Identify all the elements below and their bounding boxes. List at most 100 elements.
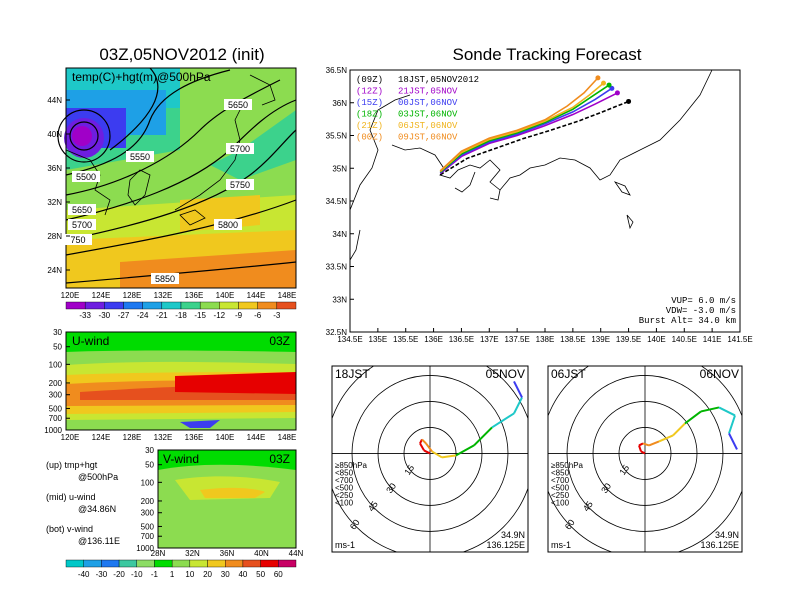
hodograph-ring-label: 30 <box>599 481 613 495</box>
pressure-tick: 500 <box>141 522 155 531</box>
track-lon-tick: 137E <box>480 335 499 344</box>
track-end-point <box>609 85 615 91</box>
hodograph-segment <box>728 432 738 450</box>
track-lon-tick: 135.5E <box>393 335 418 344</box>
hodograph-legend-item: <500 <box>551 484 570 493</box>
hodograph-legend-item: <700 <box>335 476 354 485</box>
track-end-point <box>626 98 632 104</box>
hodograph-ring-label: 60 <box>348 518 362 532</box>
contour-label-bg <box>214 219 242 230</box>
wind-colorbar-swatch <box>189 559 208 568</box>
track-line-15z <box>439 87 613 174</box>
map-lat-tick: 32N <box>47 198 62 207</box>
pressure-tick: 700 <box>49 414 63 423</box>
legend-text: 09JST,06NOV <box>398 133 458 143</box>
hodograph-segment <box>658 434 674 443</box>
hodograph-ring-label: 60 <box>563 518 577 532</box>
track-lon-tick: 140E <box>647 335 666 344</box>
track-lon-tick: 134.5E <box>337 335 362 344</box>
contour-label: 5500 <box>76 172 96 182</box>
v-lat-tick: 32N <box>185 549 200 558</box>
track-line-18z <box>439 84 610 173</box>
map-lon-tick: 120E <box>61 291 80 300</box>
track-line-12z <box>439 92 618 175</box>
u-lon-tick: 128E <box>123 433 142 442</box>
hodograph-segment <box>419 442 425 451</box>
hodograph-time: 18JST <box>335 367 370 381</box>
map-lon-tick: 128E <box>123 291 142 300</box>
temp-colorbar-tick: -15 <box>194 311 206 320</box>
contour-label-bg <box>226 179 254 190</box>
temp-colorbar-swatch <box>276 301 297 310</box>
pressure-tick: 1000 <box>44 426 62 435</box>
param-line: VUP= 6.0 m/s <box>671 296 736 306</box>
temp-colorbar-swatch <box>161 301 182 310</box>
track-lat-tick: 35N <box>332 164 347 173</box>
wind-colorbar-swatch <box>83 559 102 568</box>
legend-text: 18JST,05NOV2012 <box>398 75 479 85</box>
left-title: 03Z,05NOV2012 (init) <box>99 45 264 64</box>
contour-label: 5700 <box>72 220 92 230</box>
hodograph-segment <box>431 450 443 459</box>
hodograph-segment <box>728 415 736 434</box>
pressure-tick: 300 <box>141 509 155 518</box>
right-title: Sonde Tracking Forecast <box>453 45 642 64</box>
temp-colorbar-swatch <box>219 301 239 310</box>
temp-colorbar-tick: -33 <box>79 311 91 320</box>
v-lat-tick: 40N <box>254 549 269 558</box>
temp-colorbar-tick: -30 <box>99 311 111 320</box>
hodograph-lat: 34.9N <box>501 530 525 540</box>
hodograph-ring-label: 30 <box>384 481 398 495</box>
temp-colorbar-tick: -9 <box>235 311 243 320</box>
note-line: (up) tmp+hgt <box>46 460 98 470</box>
wind-colorbar-swatch <box>65 559 84 568</box>
wind-colorbar-swatch <box>278 559 297 568</box>
track-lon-tick: 135E <box>369 335 388 344</box>
track-lon-tick: 137.5E <box>504 335 529 344</box>
hodograph-segment <box>684 410 702 425</box>
temp-colorbar: -33 -30 -27 -24 -21 -18 -15 -12 -9 -6 -3 <box>65 301 297 320</box>
note-sub: @136.11E <box>78 536 120 546</box>
u-lon-tick: 140E <box>216 433 235 442</box>
pressure-tick: 200 <box>141 497 155 506</box>
note-line: (bot) v-wind <box>46 524 93 534</box>
hodograph-segment <box>455 444 475 457</box>
wind-colorbar-swatch <box>225 559 244 568</box>
u-lon-tick: 148E <box>278 433 297 442</box>
legend-tag: (21Z) <box>356 121 383 131</box>
hodograph-legend-item: <850 <box>551 469 570 478</box>
hodograph-segment <box>421 438 427 445</box>
pressure-tick: 200 <box>49 379 63 388</box>
hodograph-legend-item: ≥850hPa <box>551 461 584 470</box>
wind-colorbar-swatch <box>207 559 226 568</box>
temp-colorbar-tick: -21 <box>156 311 168 320</box>
map-label: temp(C)+hgt(m)@500hPa <box>72 70 211 84</box>
wind-colorbar-swatch <box>118 559 137 568</box>
legend-tag: (00Z) <box>356 133 383 143</box>
wind-colorbar-swatch <box>154 559 173 568</box>
hodograph-segment <box>672 422 686 437</box>
hodograph-legend-item: <700 <box>551 476 570 485</box>
v-lat-tick: 36N <box>220 549 235 558</box>
hodograph-legend-item: <850 <box>335 469 354 478</box>
hodograph-segment <box>425 442 433 453</box>
track-lon-ticks: 134.5E 135E 135.5E 136E 136.5E 137E 137.5E 138E… <box>337 328 753 344</box>
track-lon-tick: 141.5E <box>727 335 752 344</box>
contour-labels: 5500 5550 5650 5700 5750 5800 5850 5650 5700 750 <box>64 99 254 284</box>
u-lon-tick: 124E <box>92 433 111 442</box>
hodograph-grid: 15 30 45 60 <box>548 366 742 552</box>
track-end-point <box>595 75 601 81</box>
hodograph-lat: 34.9N <box>715 530 739 540</box>
map-lat-tick: 24N <box>47 266 62 275</box>
note-line: (mid) u-wind <box>46 492 96 502</box>
temp-colorbar-tick: -27 <box>118 311 130 320</box>
pressure-tick: 30 <box>145 446 154 455</box>
hodograph-ring-label: 45 <box>581 499 595 513</box>
wind-colorbar-swatch <box>101 559 120 568</box>
track-lat-tick: 36N <box>332 99 347 108</box>
hodograph-time: 06JST <box>551 367 586 381</box>
temp-colorbar-swatch <box>199 301 220 310</box>
contour-label: 5700 <box>230 144 250 154</box>
temp-colorbar-tick: -12 <box>214 311 226 320</box>
